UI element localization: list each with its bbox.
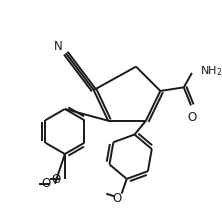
Text: O: O — [113, 192, 122, 205]
Text: O: O — [51, 173, 60, 186]
Text: NH$_2$: NH$_2$ — [200, 64, 222, 78]
Text: N: N — [54, 40, 63, 53]
Text: O: O — [187, 111, 196, 124]
Text: O: O — [41, 177, 50, 190]
